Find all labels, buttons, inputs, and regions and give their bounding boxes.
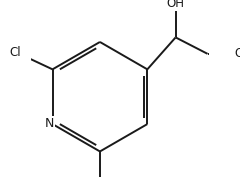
Text: OH: OH (234, 47, 240, 60)
Text: Cl: Cl (10, 46, 21, 59)
Text: OH: OH (167, 0, 185, 10)
Text: N: N (45, 117, 54, 130)
